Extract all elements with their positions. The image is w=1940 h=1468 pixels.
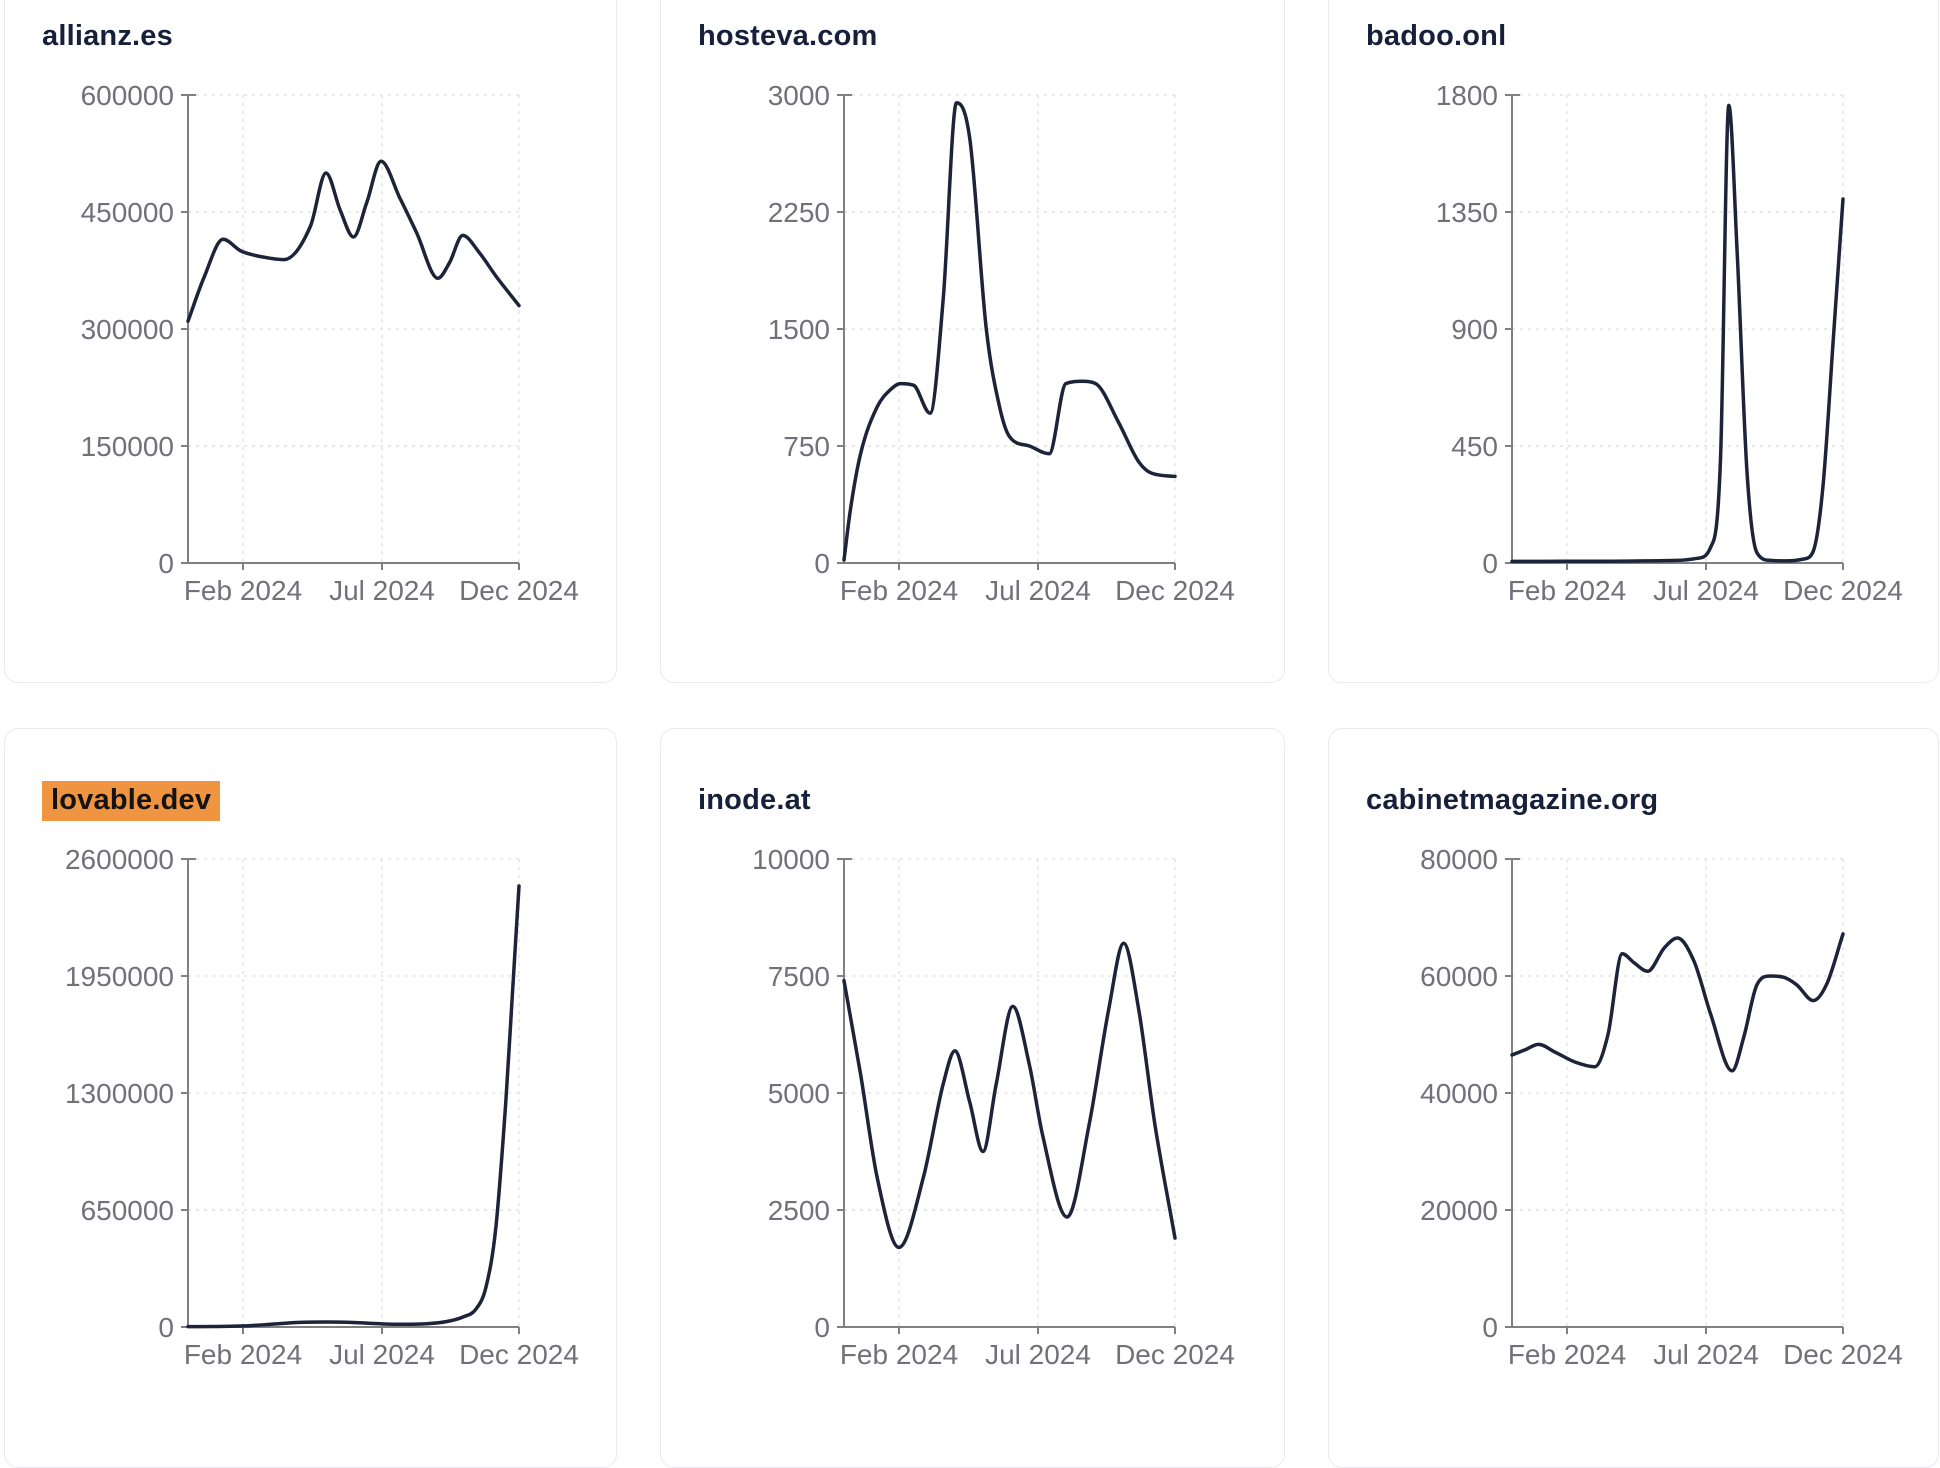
gridlines bbox=[1512, 858, 1844, 1327]
series-line bbox=[842, 941, 1177, 1250]
x-tick-label: Jul 2024 bbox=[329, 575, 435, 606]
y-tick-label: 900 bbox=[1451, 314, 1498, 345]
gridlines bbox=[844, 94, 1176, 563]
tick-labels: 0 650000 1300000 1950000 2600000 Feb 2024 Jul … bbox=[65, 844, 579, 1370]
x-tick-label: Feb 2024 bbox=[840, 1339, 958, 1370]
y-tick-label: 3000 bbox=[768, 80, 830, 111]
x-tick-label: Dec 2024 bbox=[459, 1339, 579, 1370]
y-tick-label: 450 bbox=[1451, 431, 1498, 462]
y-tick-label: 2600000 bbox=[65, 844, 174, 875]
y-tick-label: 7500 bbox=[768, 961, 830, 992]
chart-card[interactable]: allianz.es 0 150000 300000 450000 600000 Feb … bbox=[4, 0, 617, 683]
chart-title: inode.at bbox=[698, 783, 1284, 817]
line-chart[interactable]: 0 450 900 1350 1800 Feb 2024 Jul 2024 Dec 2024 bbox=[1329, 53, 1939, 613]
y-tick-label: 300000 bbox=[81, 314, 174, 345]
line-chart[interactable]: 0 20000 40000 60000 80000 Feb 2024 Jul 2024 Dec… bbox=[1329, 817, 1939, 1377]
y-tick-label: 10000 bbox=[752, 844, 830, 875]
series-line bbox=[186, 884, 521, 1329]
y-tick-label: 60000 bbox=[1420, 961, 1498, 992]
gridlines bbox=[1512, 94, 1844, 563]
tick-labels: 0 20000 40000 60000 80000 Feb 2024 Jul 2024 Dec… bbox=[1420, 844, 1903, 1370]
y-tick-label: 0 bbox=[814, 548, 830, 579]
y-tick-label: 1800 bbox=[1436, 80, 1498, 111]
line-chart[interactable]: 0 750 1500 2250 3000 Feb 2024 Jul 2024 Dec 2024 bbox=[661, 53, 1273, 613]
series-line bbox=[1510, 103, 1845, 564]
y-tick-label: 2250 bbox=[768, 197, 830, 228]
x-tick-label: Jul 2024 bbox=[329, 1339, 435, 1370]
series-line bbox=[842, 101, 1177, 562]
chart-card[interactable]: inode.at 0 2500 5000 7500 10000 Feb 2024 Jul 2… bbox=[660, 728, 1285, 1468]
axes bbox=[181, 858, 520, 1334]
y-tick-label: 40000 bbox=[1420, 1078, 1498, 1109]
chart-card[interactable]: hosteva.com 0 750 1500 2250 3000 Feb 2024 Jul … bbox=[660, 0, 1285, 683]
y-tick-label: 1950000 bbox=[65, 961, 174, 992]
chart-title-text: allianz.es bbox=[42, 20, 173, 52]
tick-labels: 0 450 900 1350 1800 Feb 2024 Jul 2024 Dec 2024 bbox=[1436, 80, 1903, 606]
y-tick-label: 0 bbox=[158, 548, 174, 579]
x-tick-label: Feb 2024 bbox=[1508, 1339, 1626, 1370]
x-tick-label: Dec 2024 bbox=[1783, 575, 1903, 606]
y-tick-label: 5000 bbox=[768, 1078, 830, 1109]
x-tick-label: Dec 2024 bbox=[1115, 1339, 1235, 1370]
y-tick-label: 1500 bbox=[768, 314, 830, 345]
chart-title: allianz.es bbox=[42, 19, 616, 53]
chart-card[interactable]: cabinetmagazine.org 0 20000 40000 60000 8000… bbox=[1328, 728, 1939, 1468]
chart-title: cabinetmagazine.org bbox=[1366, 783, 1938, 817]
chart-title: hosteva.com bbox=[698, 19, 1284, 53]
x-tick-label: Feb 2024 bbox=[840, 575, 958, 606]
chart-title: badoo.onl bbox=[1366, 19, 1938, 53]
axes bbox=[837, 858, 1176, 1334]
axes bbox=[1505, 858, 1844, 1334]
gridlines bbox=[188, 858, 520, 1327]
y-tick-label: 750 bbox=[783, 431, 830, 462]
tick-labels: 0 750 1500 2250 3000 Feb 2024 Jul 2024 Dec 2024 bbox=[768, 80, 1235, 606]
chart-title-text: badoo.onl bbox=[1366, 20, 1507, 52]
y-tick-label: 0 bbox=[1482, 1312, 1498, 1343]
y-tick-label: 1350 bbox=[1436, 197, 1498, 228]
x-tick-label: Jul 2024 bbox=[1653, 1339, 1759, 1370]
x-tick-label: Jul 2024 bbox=[985, 575, 1091, 606]
chart-title-text: inode.at bbox=[698, 784, 811, 816]
chart-title-text: cabinetmagazine.org bbox=[1366, 784, 1659, 816]
chart-grid: allianz.es 0 150000 300000 450000 600000 Feb … bbox=[4, 0, 1940, 1468]
y-tick-label: 80000 bbox=[1420, 844, 1498, 875]
gridlines bbox=[844, 858, 1176, 1327]
tick-labels: 0 150000 300000 450000 600000 Feb 2024 Jul 202… bbox=[81, 80, 579, 606]
y-tick-label: 0 bbox=[158, 1312, 174, 1343]
y-tick-label: 0 bbox=[1482, 548, 1498, 579]
x-tick-label: Dec 2024 bbox=[459, 575, 579, 606]
x-tick-label: Jul 2024 bbox=[1653, 575, 1759, 606]
axes bbox=[837, 94, 1176, 570]
axes bbox=[1505, 94, 1844, 570]
line-chart[interactable]: 0 650000 1300000 1950000 2600000 Feb 2024 Jul … bbox=[5, 817, 617, 1377]
chart-title-text-highlighted[interactable]: lovable.dev bbox=[42, 781, 221, 821]
y-tick-label: 2500 bbox=[768, 1195, 830, 1226]
y-tick-label: 150000 bbox=[81, 431, 174, 462]
line-chart[interactable]: 0 2500 5000 7500 10000 Feb 2024 Jul 2024 Dec 20… bbox=[661, 817, 1273, 1377]
axes bbox=[181, 94, 520, 570]
chart-card[interactable]: lovable.dev 0 650000 1300000 1950000 2600000… bbox=[4, 728, 617, 1468]
chart-title: lovable.dev bbox=[42, 781, 616, 821]
gridlines bbox=[188, 94, 520, 563]
tick-labels: 0 2500 5000 7500 10000 Feb 2024 Jul 2024 Dec 20… bbox=[752, 844, 1235, 1370]
x-tick-label: Feb 2024 bbox=[184, 1339, 302, 1370]
chart-title-text: hosteva.com bbox=[698, 20, 878, 52]
series-line bbox=[186, 159, 521, 323]
x-tick-label: Feb 2024 bbox=[184, 575, 302, 606]
x-tick-label: Dec 2024 bbox=[1783, 1339, 1903, 1370]
x-tick-label: Dec 2024 bbox=[1115, 575, 1235, 606]
series-line bbox=[1510, 932, 1845, 1073]
y-tick-label: 20000 bbox=[1420, 1195, 1498, 1226]
y-tick-label: 1300000 bbox=[65, 1078, 174, 1109]
y-tick-label: 600000 bbox=[81, 80, 174, 111]
y-tick-label: 450000 bbox=[81, 197, 174, 228]
x-tick-label: Jul 2024 bbox=[985, 1339, 1091, 1370]
x-tick-label: Feb 2024 bbox=[1508, 575, 1626, 606]
y-tick-label: 650000 bbox=[81, 1195, 174, 1226]
line-chart[interactable]: 0 150000 300000 450000 600000 Feb 2024 Jul 202… bbox=[5, 53, 617, 613]
chart-card[interactable]: badoo.onl 0 450 900 1350 1800 Feb 2024 Jul 202… bbox=[1328, 0, 1939, 683]
y-tick-label: 0 bbox=[814, 1312, 830, 1343]
